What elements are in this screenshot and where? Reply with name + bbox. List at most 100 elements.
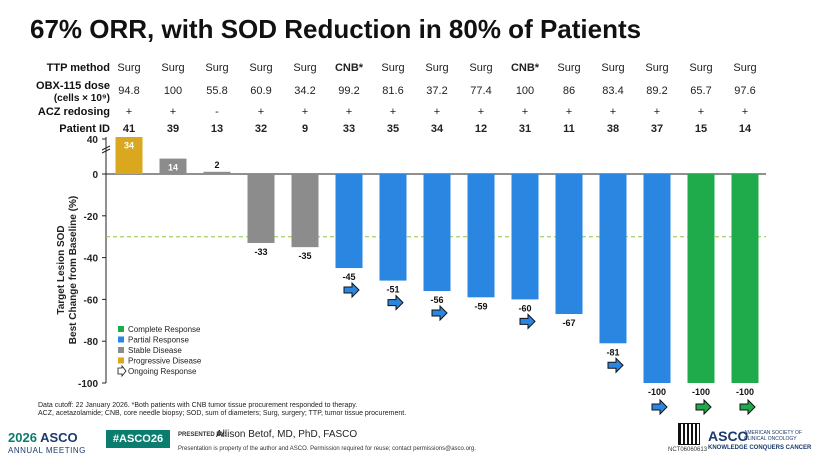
y-axis-title-line2: Best Change from Baseline (%) bbox=[68, 196, 79, 344]
bar-value-label: -51 bbox=[386, 285, 399, 295]
dose-cell: 65.7 bbox=[690, 85, 712, 97]
bar-cr bbox=[687, 174, 715, 383]
meeting-sub: ANNUAL MEETING bbox=[8, 446, 86, 455]
patient-id-cell: 11 bbox=[563, 123, 575, 135]
acz-cell: + bbox=[433, 106, 441, 118]
asco-tagline: KNOWLEDGE CONQUERS CANCER bbox=[708, 445, 812, 451]
acz-cell: + bbox=[741, 106, 749, 118]
dose-cell: 34.2 bbox=[294, 85, 316, 97]
dose-cell: 94.8 bbox=[118, 85, 140, 97]
ongoing-response-arrow-icon bbox=[739, 398, 756, 416]
legend-label: Stable Disease bbox=[128, 346, 182, 355]
acz-cell: + bbox=[345, 106, 353, 118]
dose-cell: 83.4 bbox=[602, 85, 624, 97]
patient-id-cell: 39 bbox=[166, 123, 180, 135]
patient-id-cell: 37 bbox=[650, 123, 664, 135]
acz-cell: + bbox=[609, 106, 617, 118]
bar-value-label: -60 bbox=[518, 303, 531, 313]
ongoing-response-arrow-icon bbox=[387, 294, 404, 311]
ttp-cell: Surg bbox=[601, 62, 625, 74]
bar-cr bbox=[731, 174, 759, 383]
arrow-shape bbox=[739, 398, 756, 416]
patient-id-cell: 41 bbox=[122, 123, 136, 135]
asco-society-line2: CLINICAL ONCOLOGY bbox=[744, 436, 797, 442]
bar-pr bbox=[335, 174, 363, 269]
asco-society-name: AMERICAN SOCIETY OF CLINICAL ONCOLOGY bbox=[744, 430, 802, 442]
y-tick-label: 0 bbox=[92, 170, 98, 181]
acz-cell: + bbox=[565, 106, 573, 118]
bar-pr bbox=[511, 174, 539, 300]
bar-value-label: -100 bbox=[692, 387, 710, 397]
acz-redosing-label: ACZ redosing bbox=[37, 106, 110, 118]
ttp-cell: Surg bbox=[469, 62, 493, 74]
acz-cell: + bbox=[477, 106, 485, 118]
ongoing-response-arrow-icon bbox=[519, 313, 536, 330]
ongoing-response-arrow-icon bbox=[431, 304, 448, 322]
arrow-shape bbox=[651, 398, 668, 416]
dose-cell: 99.2 bbox=[338, 85, 360, 97]
ttp-cell: Surg bbox=[293, 62, 317, 74]
bar-value-label: -45 bbox=[342, 272, 355, 282]
y-tick-label: 40 bbox=[87, 135, 99, 146]
bar-pr bbox=[379, 174, 407, 281]
legend-swatch-cr bbox=[118, 326, 124, 332]
footnote-line2: ACZ, acetazolamide; CNB, core needle bio… bbox=[38, 410, 407, 417]
arrow-shape bbox=[695, 398, 712, 416]
ttp-cell: Surg bbox=[117, 62, 141, 74]
y-tick-label: -100 bbox=[78, 379, 98, 390]
meeting-year: 2026 bbox=[8, 430, 37, 445]
bar-value-label: 14 bbox=[168, 163, 178, 173]
asco-logo: ASCO bbox=[708, 428, 749, 444]
footnote-line1: Data cutoff: 22 January 2026. *Both pati… bbox=[38, 402, 358, 409]
ttp-cell: Surg bbox=[425, 62, 449, 74]
legend-label: Ongoing Response bbox=[128, 367, 197, 376]
ongoing-response-arrow-icon bbox=[651, 398, 668, 416]
ttp-method-label: TTP method bbox=[46, 62, 110, 74]
ttp-cell: Surg bbox=[205, 62, 229, 74]
acz-cell: + bbox=[257, 106, 265, 118]
y-axis-title-line1: Target Lesion SOD bbox=[56, 225, 67, 314]
patient-id-cell: 15 bbox=[694, 123, 708, 135]
bar-sd bbox=[203, 171, 231, 174]
legend-arrow-icon bbox=[117, 364, 127, 378]
acz-cell: + bbox=[169, 106, 177, 118]
bar-value-label: -100 bbox=[736, 387, 754, 397]
legend-swatch-pd bbox=[118, 357, 124, 364]
acz-cell: + bbox=[653, 106, 661, 118]
dose-cell: 86 bbox=[562, 85, 576, 97]
ttp-cell: CNB* bbox=[334, 62, 364, 74]
patient-id-cell: 31 bbox=[518, 123, 532, 135]
patient-id-label: Patient ID bbox=[59, 123, 110, 135]
dose-cell: 89.2 bbox=[646, 85, 668, 97]
y-tick-label: -80 bbox=[84, 337, 99, 348]
legend-swatch-sd bbox=[118, 347, 124, 353]
bar-sd bbox=[247, 174, 275, 243]
slide-title: 67% ORR, with SOD Reduction in 80% of Pa… bbox=[30, 14, 642, 44]
acz-cell: + bbox=[301, 106, 309, 118]
acz-cell: - bbox=[215, 106, 219, 118]
ongoing-response-arrow-icon bbox=[343, 281, 360, 299]
bar-value-label: -35 bbox=[298, 251, 311, 261]
y-tick-label: -20 bbox=[84, 212, 99, 223]
arrow-shape bbox=[343, 281, 360, 299]
patient-id-cell: 38 bbox=[606, 123, 620, 135]
patient-id-cell: 9 bbox=[301, 123, 309, 135]
qr-code-icon bbox=[678, 423, 700, 445]
dose-cell: 77.4 bbox=[470, 85, 492, 97]
patient-id-cell: 12 bbox=[474, 123, 488, 135]
patient-id-cell: 14 bbox=[738, 123, 752, 135]
ttp-cell: Surg bbox=[689, 62, 713, 74]
axis-break-mark bbox=[101, 148, 111, 154]
dose-cell: 100 bbox=[515, 85, 535, 97]
presented-by-label: PRESENTED BY: bbox=[178, 432, 227, 438]
bar-pr bbox=[555, 174, 583, 315]
arrow-shape bbox=[519, 313, 536, 330]
arrow-shape bbox=[387, 294, 404, 311]
bar-value-label: -67 bbox=[562, 318, 575, 328]
bar-sd bbox=[159, 158, 187, 174]
legend-label: Partial Response bbox=[128, 336, 189, 345]
patient-id-cell: 34 bbox=[430, 123, 444, 135]
legend-label: Complete Response bbox=[128, 325, 201, 334]
ttp-cell: Surg bbox=[645, 62, 669, 74]
